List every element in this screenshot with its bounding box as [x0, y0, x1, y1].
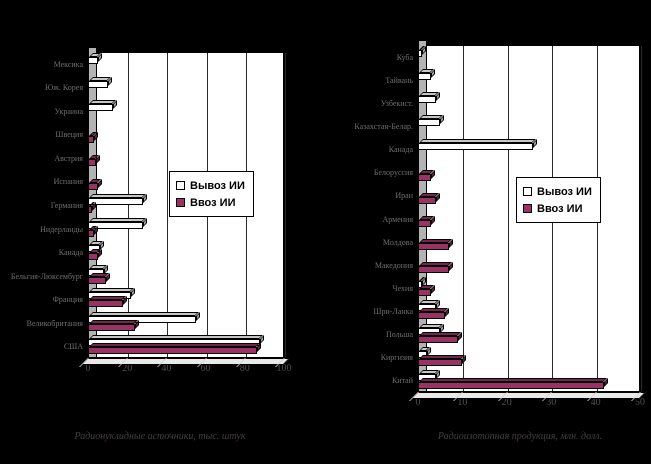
- bar-import: [418, 243, 449, 250]
- bar-import: [88, 183, 98, 190]
- left-legend: Вывоз ИИ Ввоз ИИ: [169, 171, 254, 217]
- x-tick-label: 40: [590, 397, 601, 408]
- gridline: [641, 46, 642, 391]
- legend-row-import: Ввоз ИИ: [176, 194, 245, 211]
- x-tick-label: 0: [85, 363, 91, 374]
- bar-import: [418, 266, 449, 273]
- category-label: Канада: [388, 145, 413, 154]
- category-label: Тайвань: [385, 76, 413, 85]
- legend-export-label: Вывоз ИИ: [537, 185, 592, 198]
- left-caption: Радионуклидные источники, тыс. штук: [74, 431, 246, 442]
- floor: [81, 358, 290, 365]
- bar-export: [88, 57, 98, 64]
- x-tick-label: 80: [239, 363, 250, 374]
- category-label: Нидерланды: [40, 225, 83, 234]
- category-label: Армения: [382, 215, 413, 224]
- category-label: Канада: [58, 248, 83, 257]
- bar-export: [418, 96, 436, 103]
- category-label: Великобритания: [26, 319, 83, 328]
- bar-import: [88, 159, 96, 166]
- bar-export: [418, 73, 431, 80]
- import-swatch-icon: [176, 198, 185, 207]
- bar-import: [88, 324, 135, 331]
- right-legend: Вывоз ИИ Ввоз ИИ: [516, 177, 601, 223]
- legend-import-label: Ввоз ИИ: [190, 196, 236, 209]
- category-label: Китай: [391, 376, 413, 385]
- gridline: [285, 53, 286, 357]
- bar-export: [418, 143, 533, 150]
- bar-import: [418, 359, 462, 366]
- category-label: Бельгия-Люксембург: [10, 272, 83, 281]
- category-label: Шри-Ланка: [373, 307, 413, 316]
- category-label: Австрия: [54, 154, 83, 163]
- bar-export: [88, 81, 108, 88]
- bar-export: [418, 119, 440, 126]
- gridline: [167, 53, 168, 357]
- legend-row-import: Ввоз ИИ: [523, 200, 592, 217]
- bar-export: [88, 222, 143, 229]
- category-label: Молдова: [382, 238, 413, 247]
- category-label: Мексика: [53, 60, 83, 69]
- floor: [411, 392, 646, 399]
- x-tick-label: 50: [635, 397, 645, 408]
- category-label: Иран: [395, 191, 413, 200]
- x-tick-label: 10: [457, 397, 468, 408]
- x-tick-label: 60: [200, 363, 211, 374]
- bar-import: [418, 220, 431, 227]
- category-label: Македония: [374, 261, 413, 270]
- bar-import: [418, 174, 431, 181]
- category-label: Белоруссия: [373, 168, 413, 177]
- x-tick-label: 100: [276, 363, 292, 374]
- bar-export: [88, 104, 113, 111]
- bar-import: [418, 312, 445, 319]
- right-caption: Радиоизотопная продукция, млн. долл.: [437, 431, 603, 442]
- x-tick-label: 20: [501, 397, 512, 408]
- bar-export: [88, 316, 196, 323]
- category-label: Германия: [50, 201, 83, 210]
- bar-import: [88, 300, 123, 307]
- legend-row-export: Вывоз ИИ: [523, 183, 592, 200]
- bar-import: [88, 277, 106, 284]
- bar-import: [88, 136, 94, 143]
- bar-import: [418, 336, 458, 343]
- category-label: Казахстан-Белар.: [354, 122, 413, 131]
- bar-export: [88, 198, 143, 205]
- import-swatch-icon: [523, 204, 532, 213]
- legend-row-export: Вывоз ИИ: [176, 177, 245, 194]
- category-label: Узбекист.: [380, 99, 413, 108]
- legend-export-label: Вывоз ИИ: [190, 179, 245, 192]
- bar-import: [88, 347, 257, 354]
- export-swatch-icon: [176, 181, 185, 190]
- category-label: Киргизия: [380, 353, 413, 362]
- category-label: Куба: [396, 53, 413, 62]
- category-label: Франция: [52, 295, 83, 304]
- export-swatch-icon: [523, 187, 532, 196]
- category-label: Испания: [53, 177, 83, 186]
- gridline: [508, 46, 509, 391]
- bar-import: [418, 289, 431, 296]
- category-label: Юж. Корея: [44, 83, 83, 92]
- category-label: Украина: [54, 107, 83, 116]
- category-label: США: [63, 342, 83, 351]
- category-label: Швеция: [55, 130, 83, 139]
- bar-import: [88, 230, 94, 237]
- x-tick-label: 40: [161, 363, 172, 374]
- bar-export: [418, 50, 422, 57]
- category-label: Чехия: [392, 284, 413, 293]
- gridline: [463, 46, 464, 391]
- bar-import: [418, 197, 436, 204]
- gridline: [128, 53, 129, 357]
- x-tick-label: 30: [546, 397, 557, 408]
- x-tick-label: 20: [122, 363, 133, 374]
- bar-import: [418, 382, 604, 389]
- legend-import-label: Ввоз ИИ: [537, 202, 583, 215]
- bar-import: [88, 253, 98, 260]
- x-tick-label: 0: [415, 397, 421, 408]
- category-label: Польша: [385, 330, 413, 339]
- bar-import: [88, 206, 92, 213]
